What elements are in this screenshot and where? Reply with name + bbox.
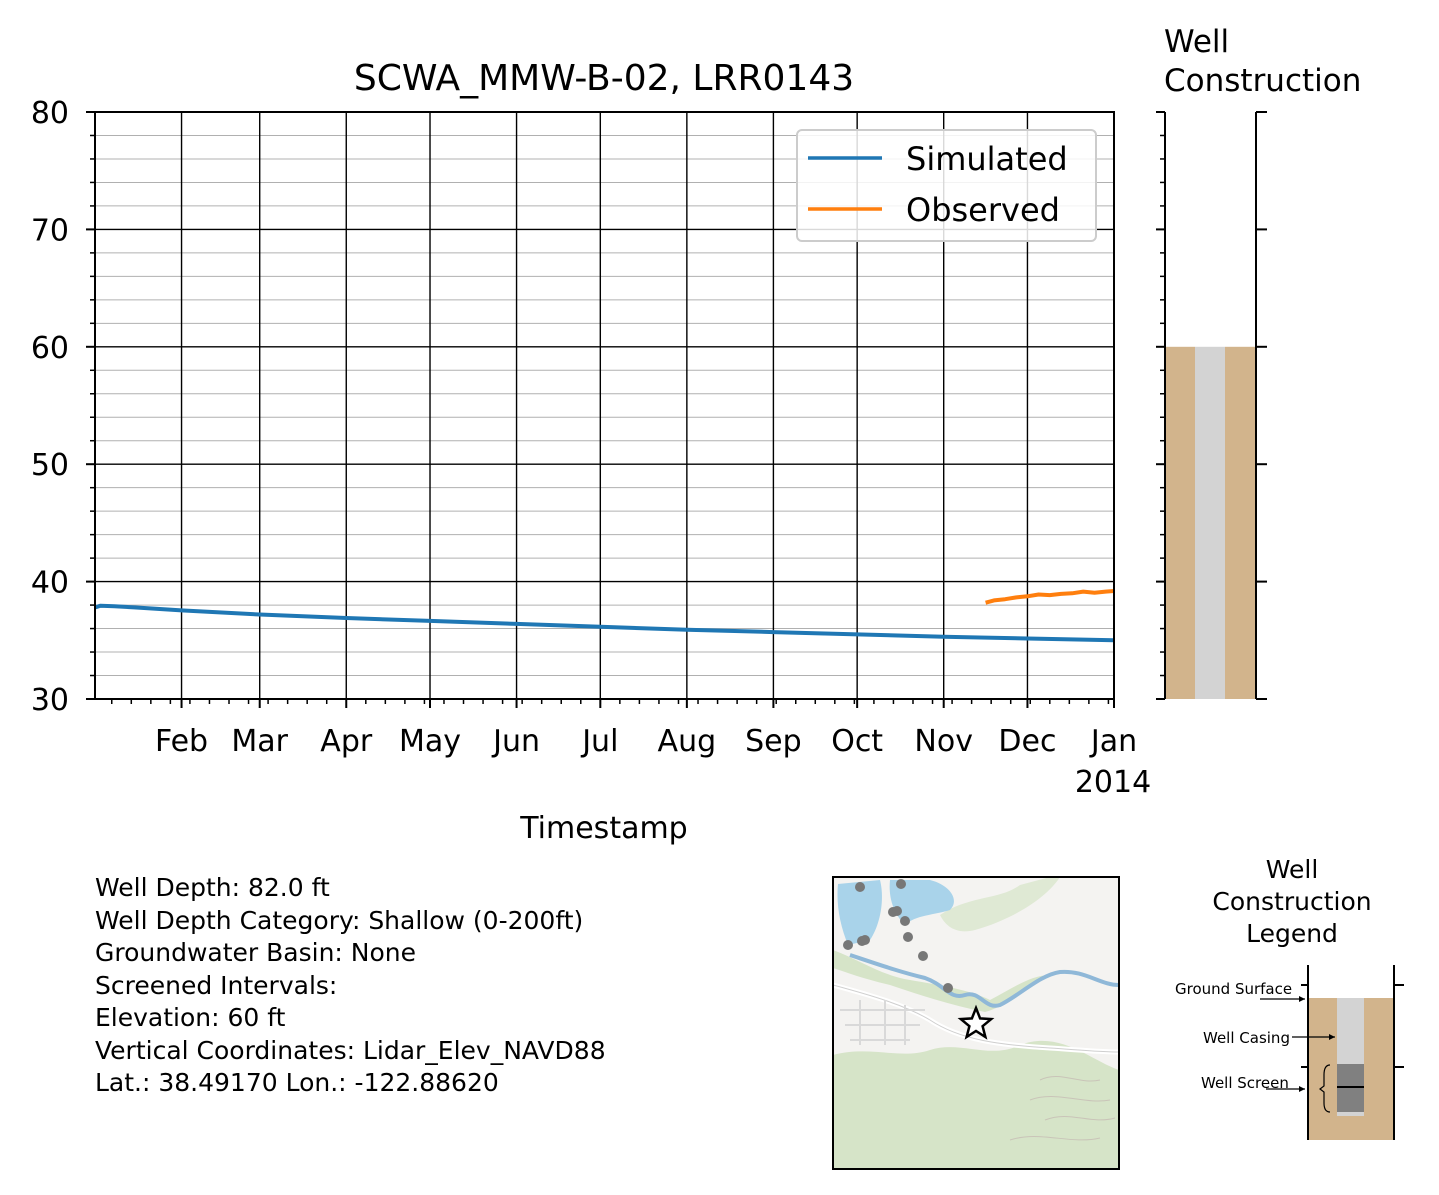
well-info: Well Depth: 82.0 ft Well Depth Category:… [95, 872, 606, 1100]
well-depth-category-text: Well Depth Category: Shallow (0-200ft) [95, 905, 584, 935]
map-pond-2 [889, 880, 954, 925]
groundwater-basin-text: Groundwater Basin: None [95, 938, 417, 967]
well-location-star-icon [957, 1004, 995, 1040]
map-vegetation [833, 1040, 1119, 1169]
map-river [849, 953, 1119, 1008]
x-tick-label: Oct [831, 724, 883, 759]
y-tick-label: 50 [31, 448, 69, 483]
elevation-text: Elevation: 60 ft [95, 1003, 286, 1032]
legend-observed-label: Observed [906, 191, 1060, 229]
series-line-simulated [95, 603, 1114, 643]
well-construction-column [1156, 111, 1267, 700]
x-tick-label: Dec [998, 724, 1056, 759]
map-nearby-wells [843, 879, 953, 993]
x-tick-label: Jan [1089, 724, 1137, 759]
x-tick-label: Feb [155, 724, 208, 759]
map-vegetation-northeast [940, 877, 1060, 932]
y-tick-label: 80 [31, 96, 69, 131]
legend-simulated-label: Simulated [906, 140, 1068, 178]
screened-intervals-text: Screened Intervals: [95, 970, 338, 1000]
legend: Simulated Observed [796, 129, 1097, 242]
well-soil-right [1225, 346, 1256, 699]
lat-lon-text: Lat.: 38.49170 Lon.: -122.88620 [95, 1068, 499, 1097]
map-streets [840, 1000, 925, 1045]
year-label: 2014 [1075, 765, 1151, 800]
well-axis-ticks [1156, 111, 1267, 700]
series-lines [95, 589, 1114, 643]
y-tick-labels: 30 40 50 60 70 80 [31, 96, 69, 718]
well-construction-title-line2: Construction [1164, 63, 1361, 99]
map-contours [1009, 1076, 1116, 1141]
well-construction-title-line1: Well [1164, 24, 1229, 60]
map-vegetation-north [833, 950, 1050, 1012]
x-tick-label: Nov [914, 724, 973, 759]
x-tick-label: Jul [580, 724, 618, 759]
legend-inset-title-2: Construction [1212, 887, 1371, 916]
chart-title: SCWA_MMW-B-02, LRR0143 [354, 58, 854, 99]
legend-inset-ground-surface-label: Ground Surface [1175, 980, 1292, 998]
x-tick-label: May [399, 724, 461, 759]
x-tick-label: Sep [745, 724, 802, 759]
location-map [832, 876, 1120, 1170]
map-frame [832, 876, 1120, 1170]
x-tick-label: Aug [658, 724, 717, 759]
map-pond [837, 880, 882, 945]
well-soil-left [1165, 346, 1195, 699]
well-construction-legend: Well Construction Legend Ground Surface … [1175, 855, 1404, 1140]
axis-ticks [86, 111, 1115, 708]
x-tick-label: Mar [231, 724, 288, 759]
plot-frame [94, 111, 1115, 700]
well-depth-text: Well Depth: 82.0 ft [95, 873, 330, 902]
legend-inset-well-screen-label: Well Screen [1201, 1074, 1289, 1092]
legend-inset-title-3: Legend [1246, 919, 1338, 948]
x-tick-labels: Feb Mar Apr May Jun Jul Aug Sep Oct Nov Dec Jan [155, 724, 1137, 759]
y-tick-label: 40 [31, 566, 69, 601]
series-line-observed [985, 589, 1114, 605]
x-axis-label: Timestamp [519, 811, 687, 846]
vertical-coordinates-text: Vertical Coordinates: Lidar_Elev_NAVD88 [95, 1035, 606, 1065]
x-tick-label: Jun [491, 724, 540, 759]
legend-inset-title-1: Well [1266, 855, 1319, 884]
y-tick-label: 60 [31, 331, 69, 366]
well-casing [1195, 346, 1225, 699]
legend-inset-well-casing-label: Well Casing [1203, 1029, 1290, 1047]
x-tick-label: Apr [320, 724, 373, 759]
y-tick-label: 70 [31, 213, 69, 248]
y-tick-label: 30 [31, 683, 69, 718]
